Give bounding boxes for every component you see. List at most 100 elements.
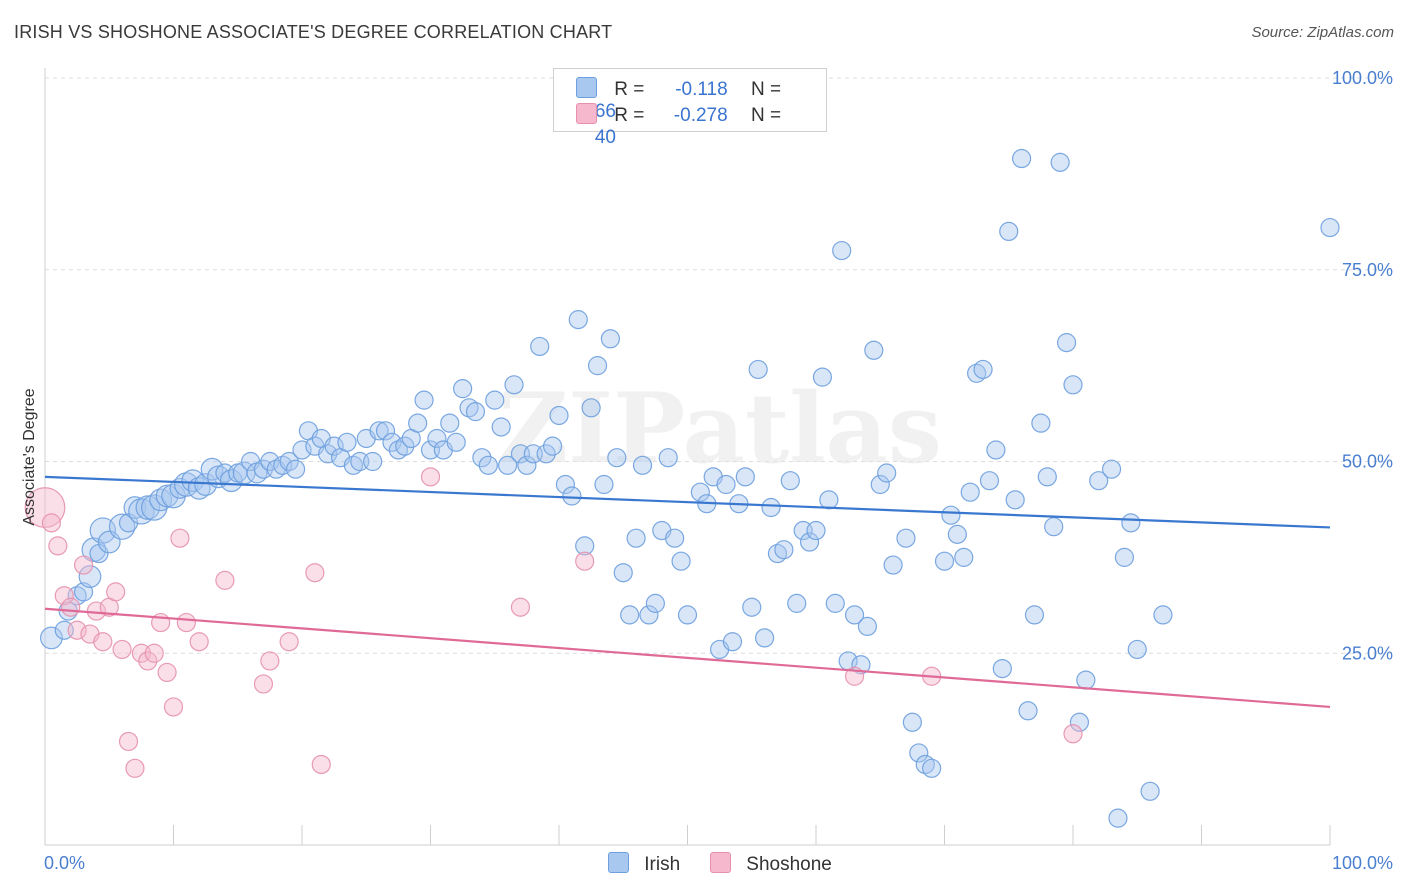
irish-point: [123, 496, 147, 519]
legend-row-irish: R = -0.118 N = 166: [576, 77, 826, 122]
irish-point: [135, 495, 161, 520]
shoshone-point: [73, 555, 94, 575]
legend-label-irish: Irish: [644, 854, 681, 875]
shoshone-point: [215, 570, 235, 590]
irish-point: [369, 421, 389, 441]
irish-point: [973, 359, 993, 380]
r-value: -0.118: [675, 79, 728, 100]
irish-point: [363, 451, 383, 472]
irish-point: [1018, 701, 1038, 721]
irish-point: [200, 457, 224, 481]
irish-point: [979, 471, 1000, 491]
irish-point: [141, 494, 168, 521]
irish-point: [909, 743, 929, 763]
shoshone-point: [176, 612, 196, 633]
irish-point: [748, 359, 768, 380]
irish-point: [1108, 808, 1128, 828]
chart-title: IRISH VS SHOSHONE ASSOCIATE'S DEGREE COR…: [14, 22, 613, 42]
irish-point: [549, 405, 569, 426]
irish-point: [1037, 467, 1057, 487]
shoshone-point: [67, 620, 87, 640]
irish-point: [857, 616, 878, 637]
irish-point: [799, 532, 820, 552]
irish-point: [613, 563, 633, 583]
irish-point: [324, 436, 344, 456]
irish-point: [89, 517, 117, 544]
shoshone-swatch: [710, 852, 731, 873]
irish-point: [427, 428, 447, 449]
irish-point: [562, 486, 582, 506]
r-label: R =: [614, 79, 645, 100]
irish-point: [600, 329, 621, 349]
irish-point: [1050, 152, 1070, 172]
n-value: 40: [594, 127, 616, 148]
shoshone-point: [125, 758, 145, 778]
irish-point: [864, 340, 884, 360]
irish-point: [742, 597, 762, 617]
irish-point: [337, 432, 357, 452]
irish-point: [1121, 513, 1141, 533]
irish-point: [279, 451, 299, 472]
irish-point: [1101, 459, 1122, 479]
axes: [44, 68, 1331, 846]
x-tick-label: 0.0%: [44, 853, 85, 873]
legend-row-shoshone: R = -0.278 N = 40: [576, 103, 826, 148]
irish-point: [491, 417, 511, 437]
irish-point: [877, 463, 897, 483]
source-label: Source: ZipAtlas.com: [1251, 24, 1394, 41]
irish-point: [465, 402, 486, 422]
irish-point: [485, 390, 505, 410]
shoshone-point: [311, 754, 331, 775]
irish-point: [639, 605, 659, 625]
irish-point: [690, 482, 710, 502]
legend-label-shoshone: Shoshone: [746, 854, 832, 875]
shoshone-point: [305, 563, 325, 583]
shoshone-point: [106, 582, 126, 602]
tick-labels: 25.0% 50.0% 75.0% 100.0% 0.0% 100.0%: [44, 68, 1393, 873]
irish-point: [40, 626, 63, 650]
shoshone-point: [575, 551, 595, 571]
irish-point: [446, 432, 466, 452]
irish-point: [716, 474, 736, 495]
irish-point: [806, 520, 826, 541]
irish-point: [542, 436, 563, 456]
irish-points: [40, 148, 1340, 828]
r-label: R =: [614, 105, 645, 126]
irish-point: [181, 469, 205, 493]
irish-point: [414, 390, 434, 410]
irish-point: [620, 605, 640, 625]
irish-point: [530, 336, 550, 357]
irish-point: [575, 536, 595, 556]
shoshone-point: [1063, 724, 1083, 744]
irish-point: [922, 758, 942, 778]
irish-point: [825, 593, 845, 613]
shoshone-points: [24, 467, 1083, 778]
y-axis-title: Associate's Degree: [21, 388, 38, 525]
grid-lines: [45, 77, 1392, 654]
shoshone-point: [189, 632, 209, 652]
trend-lines: [44, 475, 1331, 709]
irish-point: [1089, 471, 1109, 491]
irish-point: [986, 440, 1006, 460]
irish-point: [1005, 490, 1025, 510]
irish-point: [819, 490, 839, 510]
shoshone-point: [253, 674, 274, 694]
irish-point: [285, 459, 306, 479]
y-tick-label: 50.0%: [1342, 452, 1393, 472]
legend-item-shoshone[interactable]: Shoshone: [710, 852, 832, 876]
irish-point: [478, 455, 498, 475]
irish-point: [844, 605, 865, 625]
irish-point: [155, 484, 179, 508]
irish-point: [999, 221, 1019, 241]
shoshone-point: [157, 662, 177, 683]
shoshone-point: [420, 467, 441, 487]
irish-point: [260, 451, 280, 472]
legend-item-irish[interactable]: Irish: [608, 852, 680, 876]
irish-point: [453, 379, 473, 399]
shoshone-point: [24, 487, 66, 528]
irish-point: [954, 547, 974, 567]
irish-point: [408, 413, 428, 433]
irish-point: [632, 455, 653, 475]
irish-point: [607, 448, 627, 468]
